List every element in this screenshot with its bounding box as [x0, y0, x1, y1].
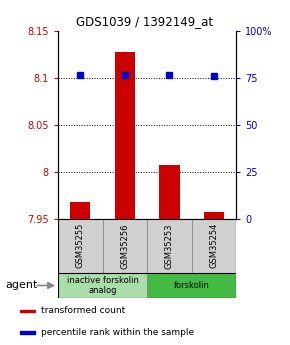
Bar: [58, 273, 147, 298]
Text: GDS1039 / 1392149_at: GDS1039 / 1392149_at: [77, 16, 213, 29]
Bar: [20, 331, 35, 334]
Bar: [20, 310, 35, 312]
Text: percentile rank within the sample: percentile rank within the sample: [41, 328, 194, 337]
Bar: [147, 219, 192, 273]
Text: inactive forskolin
analog: inactive forskolin analog: [67, 276, 139, 295]
Text: GSM35256: GSM35256: [120, 223, 129, 268]
Bar: [160, 165, 180, 219]
Text: forskolin: forskolin: [174, 281, 210, 290]
Bar: [192, 219, 236, 273]
Text: agent: agent: [6, 280, 38, 290]
Bar: [204, 211, 224, 219]
Bar: [70, 202, 90, 219]
Bar: [115, 52, 135, 219]
Text: GSM35255: GSM35255: [76, 223, 85, 268]
Bar: [147, 273, 236, 298]
Bar: [58, 219, 103, 273]
Text: GSM35253: GSM35253: [165, 223, 174, 268]
Bar: [103, 219, 147, 273]
Text: GSM35254: GSM35254: [210, 223, 219, 268]
Text: transformed count: transformed count: [41, 306, 125, 315]
